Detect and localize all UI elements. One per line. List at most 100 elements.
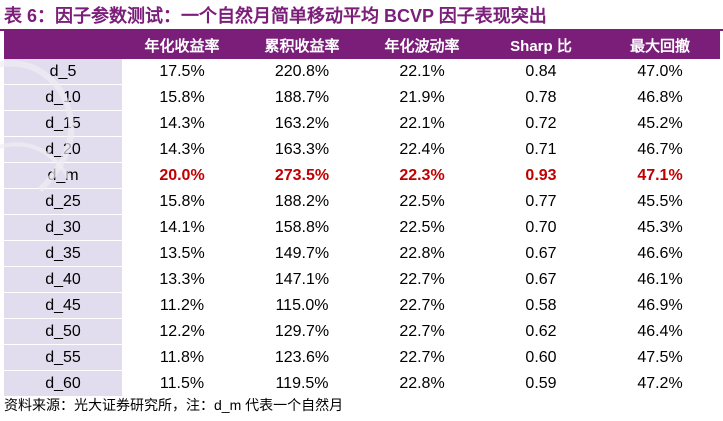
cell-cumulative-return: 123.6% — [242, 344, 362, 371]
cell-cumulative-return: 119.5% — [242, 370, 362, 397]
cell-sharp-ratio: 0.93 — [482, 162, 600, 189]
cell-annual-volatility: 22.8% — [362, 240, 482, 267]
cell-annual-volatility: 22.8% — [362, 370, 482, 397]
cell-max-drawdown: 46.4% — [600, 318, 720, 345]
cell-annual-volatility: 22.4% — [362, 136, 482, 163]
cell-sharp-ratio: 0.59 — [482, 370, 600, 397]
header-cell-annual-volatility: 年化波动率 — [362, 31, 482, 59]
cell-annual-volatility: 22.7% — [362, 266, 482, 293]
table-row: d_m 20.0% 273.5% 22.3% 0.93 47.1% — [4, 162, 720, 189]
title-divider — [0, 29, 723, 31]
cell-sharp-ratio: 0.67 — [482, 240, 600, 267]
cell-cumulative-return: 129.7% — [242, 318, 362, 345]
cell-cumulative-return: 188.2% — [242, 188, 362, 215]
cell-max-drawdown: 46.7% — [600, 136, 720, 163]
cell-annual-return: 14.3% — [122, 110, 242, 137]
header-cell-sharp-ratio: Sharp 比 — [482, 31, 600, 59]
cell-cumulative-return: 273.5% — [242, 162, 362, 189]
table-row: d_40 13.3% 147.1% 22.7% 0.67 46.1% — [4, 266, 720, 293]
source-note: 资料来源：光大证券研究所，注：d_m 代表一个自然月 — [4, 397, 344, 413]
header-cell-annual-return: 年化收益率 — [122, 31, 242, 59]
row-label: d_50 — [4, 318, 122, 345]
table-row: d_20 14.3% 163.3% 22.4% 0.71 46.7% — [4, 136, 720, 163]
table-row: d_30 14.1% 158.8% 22.5% 0.70 45.3% — [4, 214, 720, 241]
row-label: d_5 — [4, 59, 122, 85]
cell-max-drawdown: 47.5% — [600, 344, 720, 371]
cell-max-drawdown: 47.1% — [600, 162, 720, 189]
row-label: d_25 — [4, 188, 122, 215]
table-row: d_55 11.8% 123.6% 22.7% 0.60 47.5% — [4, 344, 720, 371]
row-label: d_35 — [4, 240, 122, 267]
table-row: d_35 13.5% 149.7% 22.8% 0.67 46.6% — [4, 240, 720, 267]
table-header-row: 年化收益率 累积收益率 年化波动率 Sharp 比 最大回撤 — [4, 31, 720, 59]
factor-parameter-table: 年化收益率 累积收益率 年化波动率 Sharp 比 最大回撤 d_5 17.5% 2… — [4, 31, 720, 397]
cell-max-drawdown: 46.9% — [600, 292, 720, 319]
row-label: d_15 — [4, 110, 122, 137]
cell-annual-volatility: 22.5% — [362, 214, 482, 241]
cell-sharp-ratio: 0.58 — [482, 292, 600, 319]
row-label: d_m — [4, 162, 122, 189]
table-body: d_5 17.5% 220.8% 22.1% 0.84 47.0% d_10 15.8% 188… — [4, 59, 720, 397]
cell-annual-return: 20.0% — [122, 162, 242, 189]
table-row: d_50 12.2% 129.7% 22.7% 0.62 46.4% — [4, 318, 720, 345]
cell-annual-return: 13.3% — [122, 266, 242, 293]
cell-cumulative-return: 188.7% — [242, 84, 362, 111]
cell-annual-volatility: 21.9% — [362, 84, 482, 111]
cell-max-drawdown: 47.0% — [600, 59, 720, 85]
header-cell-parameter — [4, 31, 122, 59]
row-label: d_55 — [4, 344, 122, 371]
cell-annual-volatility: 22.7% — [362, 318, 482, 345]
cell-cumulative-return: 115.0% — [242, 292, 362, 319]
cell-sharp-ratio: 0.78 — [482, 84, 600, 111]
cell-cumulative-return: 220.8% — [242, 59, 362, 85]
cell-sharp-ratio: 0.77 — [482, 188, 600, 215]
cell-annual-return: 11.8% — [122, 344, 242, 371]
row-label: d_40 — [4, 266, 122, 293]
cell-sharp-ratio: 0.70 — [482, 214, 600, 241]
cell-annual-return: 11.5% — [122, 370, 242, 397]
cell-annual-volatility: 22.1% — [362, 59, 482, 85]
cell-cumulative-return: 158.8% — [242, 214, 362, 241]
table-row: d_60 11.5% 119.5% 22.8% 0.59 47.2% — [4, 370, 720, 397]
cell-sharp-ratio: 0.71 — [482, 136, 600, 163]
cell-max-drawdown: 47.2% — [600, 370, 720, 397]
cell-annual-return: 14.3% — [122, 136, 242, 163]
cell-max-drawdown: 45.2% — [600, 110, 720, 137]
table-title: 表 6：因子参数测试：一个自然月简单移动平均 BCVP 因子表现突出 — [4, 6, 547, 26]
cell-annual-volatility: 22.7% — [362, 344, 482, 371]
cell-max-drawdown: 46.6% — [600, 240, 720, 267]
table-row: d_15 14.3% 163.2% 22.1% 0.72 45.2% — [4, 110, 720, 137]
table-row: d_25 15.8% 188.2% 22.5% 0.77 45.5% — [4, 188, 720, 215]
table-row: d_10 15.8% 188.7% 21.9% 0.78 46.8% — [4, 84, 720, 111]
cell-sharp-ratio: 0.67 — [482, 266, 600, 293]
cell-annual-return: 13.5% — [122, 240, 242, 267]
row-label: d_20 — [4, 136, 122, 163]
cell-annual-volatility: 22.7% — [362, 292, 482, 319]
cell-annual-return: 15.8% — [122, 188, 242, 215]
cell-annual-volatility: 22.1% — [362, 110, 482, 137]
cell-max-drawdown: 46.1% — [600, 266, 720, 293]
row-label: d_45 — [4, 292, 122, 319]
cell-cumulative-return: 163.2% — [242, 110, 362, 137]
cell-sharp-ratio: 0.72 — [482, 110, 600, 137]
cell-annual-return: 15.8% — [122, 84, 242, 111]
cell-cumulative-return: 147.1% — [242, 266, 362, 293]
cell-sharp-ratio: 0.60 — [482, 344, 600, 371]
cell-annual-return: 17.5% — [122, 59, 242, 85]
row-label: d_30 — [4, 214, 122, 241]
cell-annual-return: 11.2% — [122, 292, 242, 319]
table-row: d_45 11.2% 115.0% 22.7% 0.58 46.9% — [4, 292, 720, 319]
cell-cumulative-return: 149.7% — [242, 240, 362, 267]
cell-max-drawdown: 45.3% — [600, 214, 720, 241]
header-cell-max-drawdown: 最大回撤 — [600, 31, 720, 59]
cell-max-drawdown: 46.8% — [600, 84, 720, 111]
row-label: d_60 — [4, 370, 122, 397]
cell-max-drawdown: 45.5% — [600, 188, 720, 215]
header-cell-cumulative-return: 累积收益率 — [242, 31, 362, 59]
cell-cumulative-return: 163.3% — [242, 136, 362, 163]
cell-annual-volatility: 22.5% — [362, 188, 482, 215]
cell-sharp-ratio: 0.84 — [482, 59, 600, 85]
row-label: d_10 — [4, 84, 122, 111]
cell-annual-volatility: 22.3% — [362, 162, 482, 189]
cell-sharp-ratio: 0.62 — [482, 318, 600, 345]
